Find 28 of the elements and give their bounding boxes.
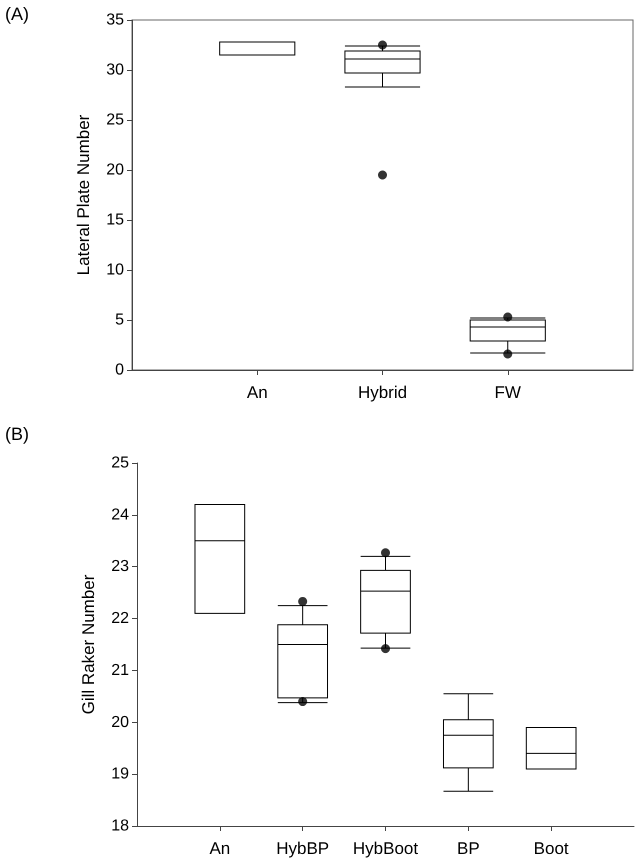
- x-tick-label: FW: [494, 383, 521, 402]
- chart-title: (B): [5, 424, 29, 444]
- y-tick-label: 15: [106, 212, 124, 228]
- y-tick-label: 20: [106, 162, 124, 178]
- y-tick-label: 25: [111, 454, 130, 472]
- y-tick-label: 18: [111, 818, 130, 834]
- y-tick-label: 5: [115, 312, 124, 328]
- y-axis-title: Lateral Plate Number: [74, 114, 93, 276]
- x-tick-label: HybBoot: [352, 839, 418, 858]
- x-tick-label: Boot: [534, 839, 569, 858]
- y-tick-label: 23: [111, 558, 130, 576]
- y-tick-label: 10: [106, 262, 124, 278]
- x-tick-label: HybBP: [276, 839, 330, 858]
- x-tick-label: BP: [456, 839, 480, 858]
- x-tick-label: An: [246, 383, 268, 402]
- y-tick-label: 35: [106, 12, 124, 28]
- chart-title: (A): [5, 4, 29, 24]
- y-tick-label: 20: [111, 714, 130, 731]
- y-tick-label: 0: [115, 362, 124, 378]
- x-tick-label: Hybrid: [358, 383, 408, 402]
- y-tick-label: 30: [106, 62, 124, 78]
- y-tick-label: 19: [111, 766, 130, 783]
- y-tick-label: 24: [111, 506, 130, 524]
- x-tick-label: An: [209, 839, 230, 858]
- y-tick-label: 22: [111, 610, 130, 628]
- y-axis-title: Gill Raker Number: [79, 574, 98, 714]
- y-tick-label: 25: [106, 112, 124, 128]
- y-tick-label: 21: [111, 662, 130, 679]
